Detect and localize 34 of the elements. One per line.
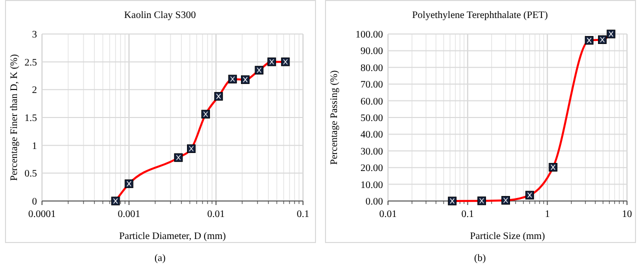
x-tick-label: 10 xyxy=(622,209,632,220)
y-tick-label: 10.00 xyxy=(360,180,383,191)
y-tick-label: 100.00 xyxy=(356,30,383,40)
y-tick-label: 0.5 xyxy=(24,168,37,180)
y-tick-label: 0 xyxy=(32,196,37,208)
text: (a) xyxy=(154,253,166,264)
y-tick-label: 40.00 xyxy=(360,130,383,141)
y-tick-label: 30.00 xyxy=(360,146,383,158)
x-tick-label: 0.01 xyxy=(207,209,225,220)
x-axis-title: Particle Diameter, D (mm) xyxy=(119,231,226,242)
y-tick-label: 3 xyxy=(32,30,37,40)
x-tick-label: 1 xyxy=(544,209,550,220)
y-tick-label: 60.00 xyxy=(360,96,383,108)
x-tick-label: 0.001 xyxy=(118,209,140,220)
x-axis-title: Particle Size (mm) xyxy=(470,231,545,242)
y-tick-label: 0.00 xyxy=(366,196,383,208)
y-tick-label: 2.5 xyxy=(24,57,37,68)
x-tick-label: 0.01 xyxy=(379,209,397,220)
y-tick-label: 90.00 xyxy=(360,46,383,58)
y-tick-label: 1.5 xyxy=(24,113,37,124)
text: (b) xyxy=(474,253,486,264)
x-tick-label: 0.1 xyxy=(296,209,310,220)
y-axis-title: Percentage Passing (%) xyxy=(329,70,340,165)
chart-title: Kaolin Clay S300 xyxy=(124,10,196,21)
y-tick-label: 20.00 xyxy=(360,163,383,174)
chart-title: Polyethylene Terephthalate (PET) xyxy=(412,10,548,21)
y-tick-label: 1 xyxy=(32,140,37,152)
x-tick-label: 0.1 xyxy=(461,209,474,220)
y-tick-label: 2 xyxy=(32,85,37,96)
x-tick-label: 0.0001 xyxy=(28,209,56,220)
y-tick-label: 80.00 xyxy=(360,62,383,74)
y-tick-label: 70.00 xyxy=(360,80,383,91)
y-axis-title: Percentage Finer than D, K (%) xyxy=(9,54,20,181)
y-tick-label: 50.00 xyxy=(360,113,383,124)
